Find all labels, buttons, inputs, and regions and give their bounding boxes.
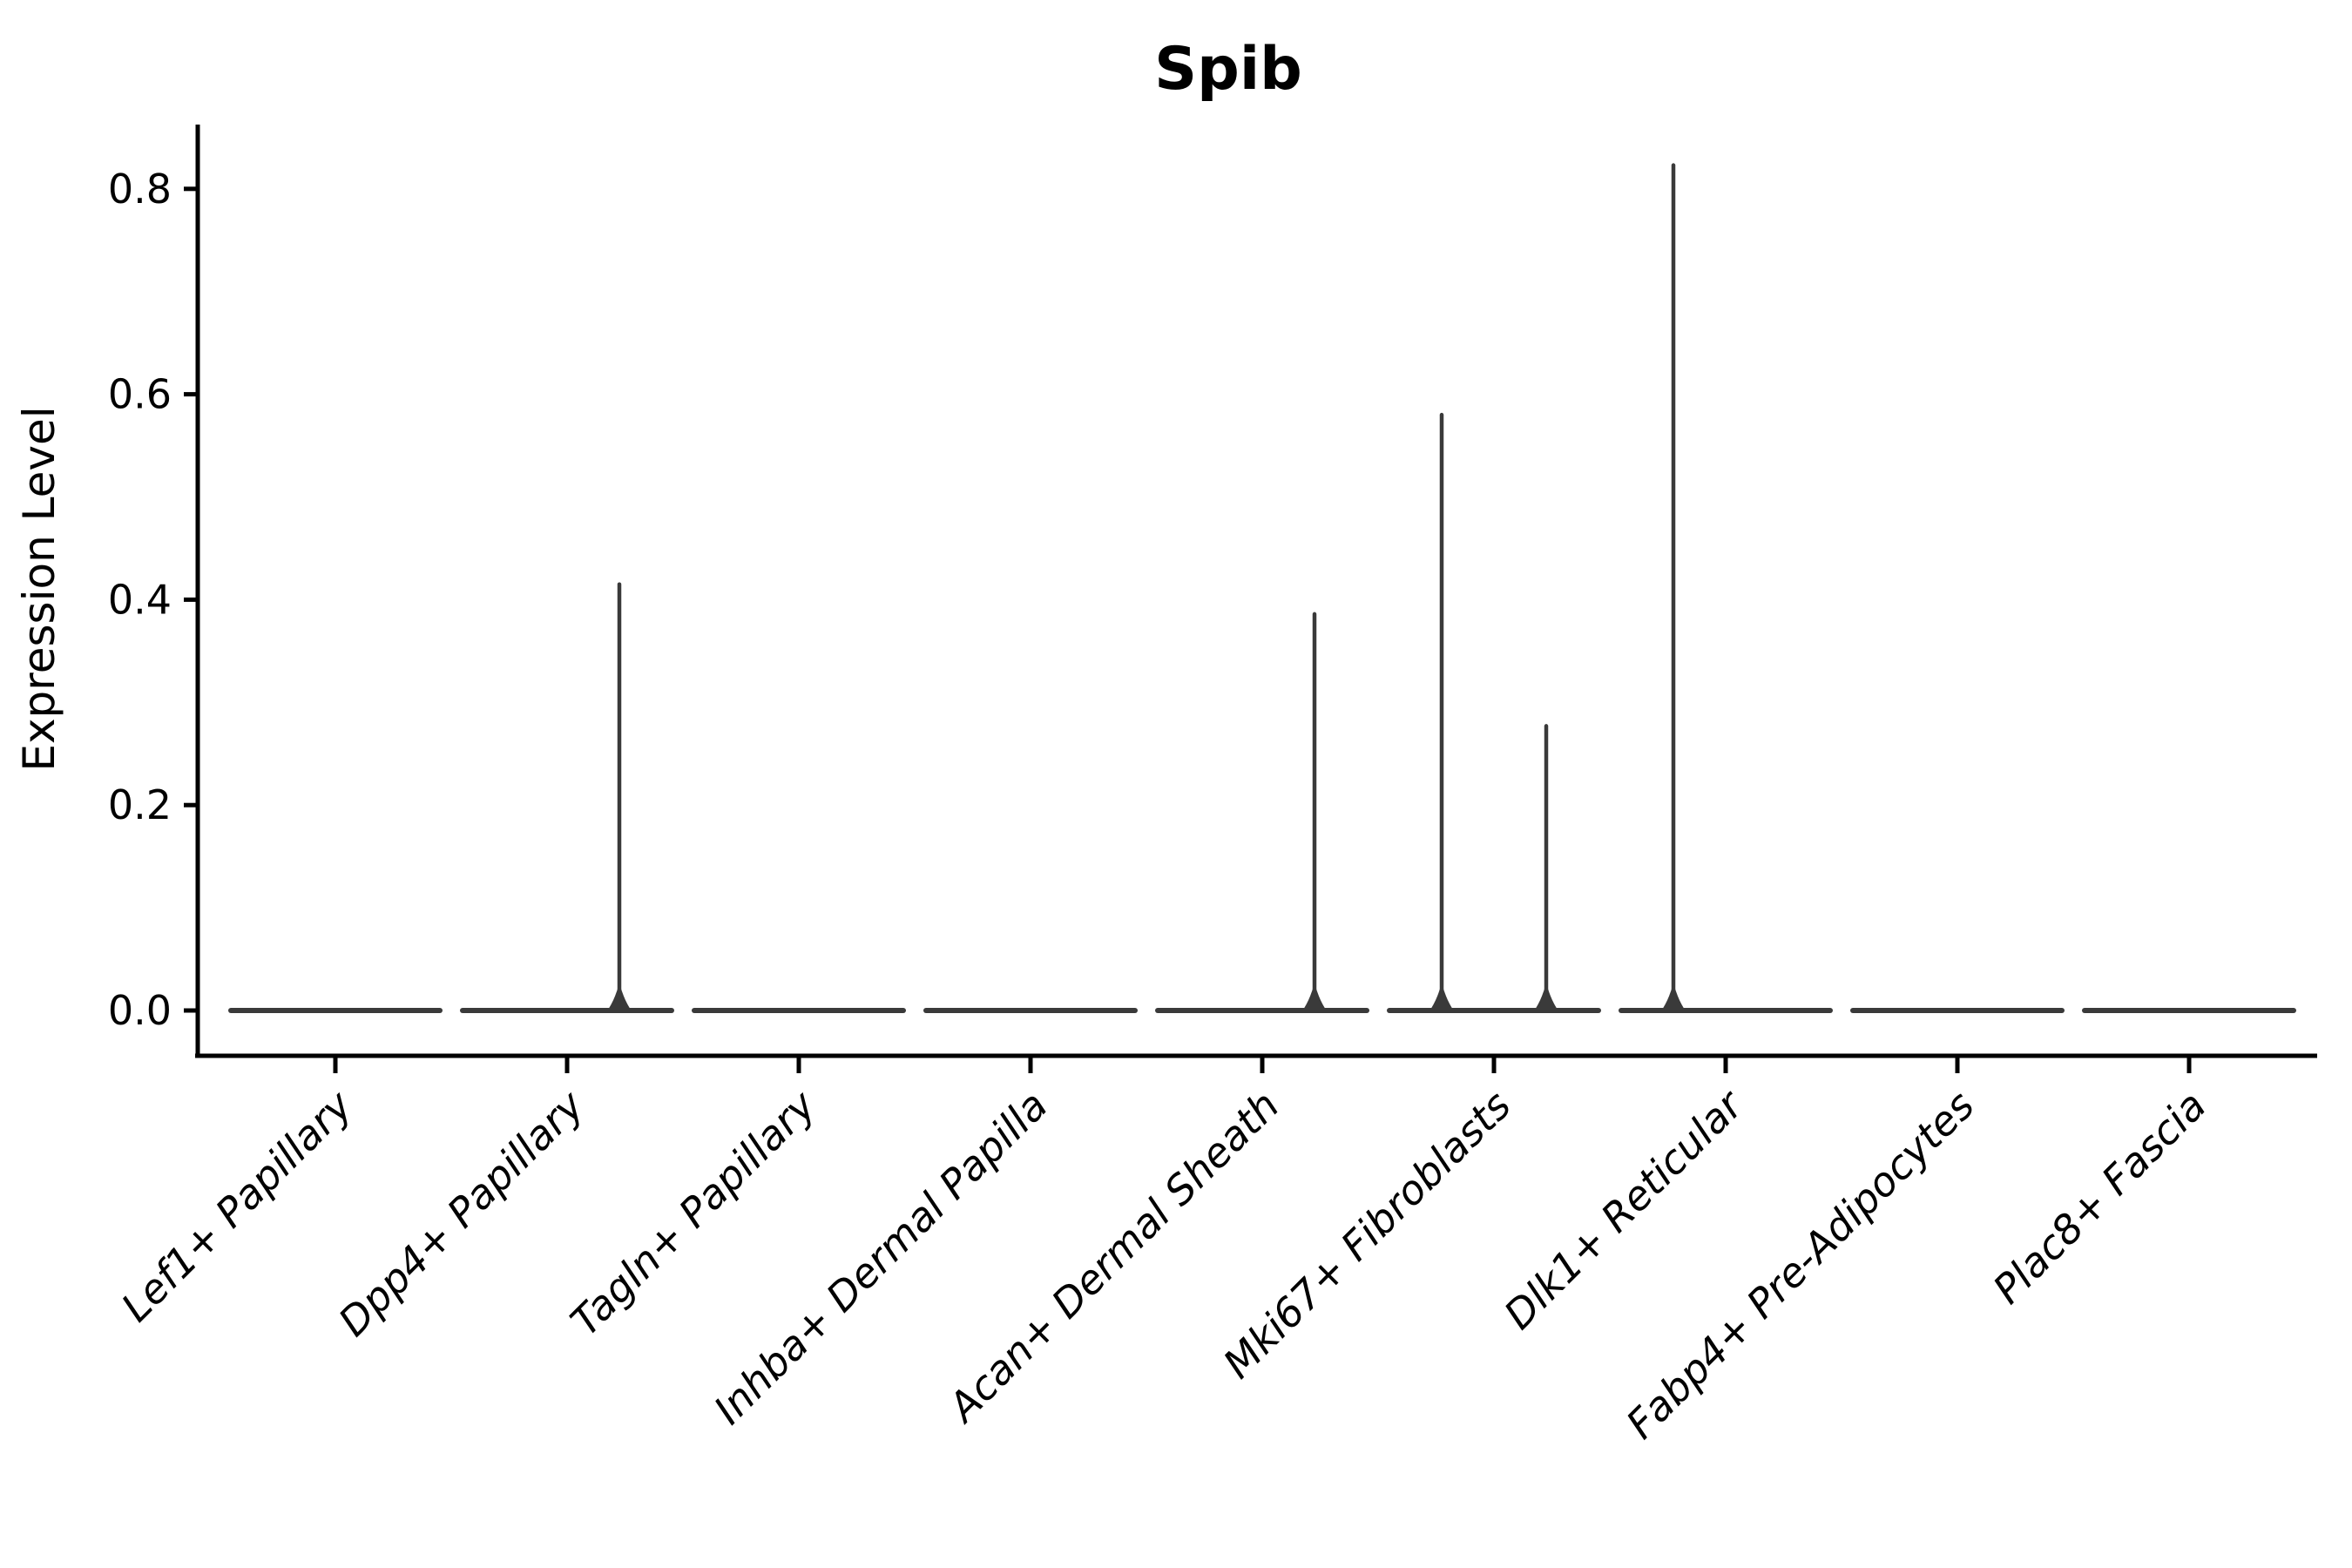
x-tick-label: Dlk1+ Reticular — [1495, 1079, 1754, 1338]
chart-title: Spib — [1154, 35, 1302, 104]
x-tick-label: Tagln+ Papillary — [561, 1081, 825, 1345]
y-tick-label: 0.4 — [108, 576, 172, 623]
violin — [1619, 163, 1833, 1013]
y-axis: 0.0 0.2 0.4 0.6 0.8 — [108, 125, 200, 1058]
violin — [1155, 612, 1369, 1013]
y-tick-label: 0.8 — [108, 166, 172, 213]
violins — [228, 163, 2296, 1013]
y-axis-title: Expression Level — [14, 406, 64, 771]
x-tick-label: Lef1+ Papillary — [112, 1081, 362, 1330]
y-tick-label: 0.2 — [108, 781, 172, 828]
violin — [1387, 412, 1601, 1013]
x-tick-label: Plac8+ Fascia — [1984, 1082, 2214, 1313]
y-ticks: 0.0 0.2 0.4 0.6 0.8 — [108, 166, 198, 1034]
x-tick-label: Dpp4+ Papillary — [329, 1081, 593, 1345]
y-tick-label: 0.0 — [108, 987, 172, 1034]
y-tick-label: 0.6 — [108, 371, 172, 418]
violin — [460, 582, 674, 1013]
